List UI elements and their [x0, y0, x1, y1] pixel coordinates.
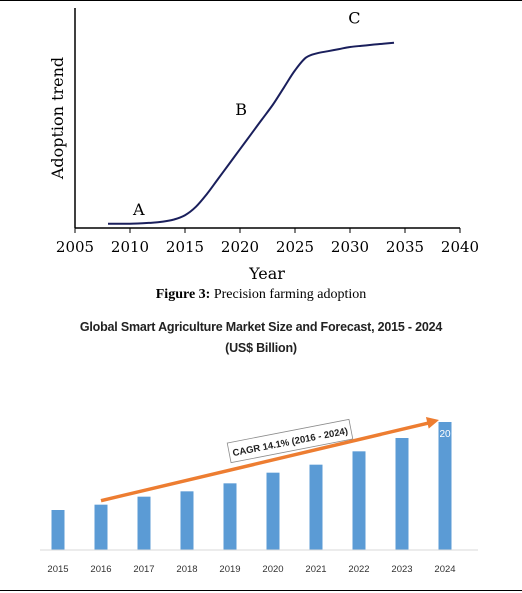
- cagr-box: [226, 418, 354, 464]
- x-tick-label: 2021: [305, 564, 326, 575]
- market-chart-subtitle: (US$ Billion): [225, 341, 297, 355]
- cagr-arrow-head: [425, 416, 439, 429]
- figure-caption-label: Figure 3:: [155, 287, 211, 302]
- x-tick-label: 2015: [47, 564, 68, 575]
- x-tick-label: 2023: [391, 564, 412, 575]
- x-tick-label: 2040: [441, 238, 479, 256]
- x-tick-label: 2010: [111, 238, 149, 256]
- bar-2015: [51, 510, 65, 550]
- bar-2019: [223, 483, 237, 550]
- bar-2020: [266, 472, 280, 550]
- x-tick-label: 2020: [221, 238, 259, 256]
- adoption-curve-line: [107, 41, 395, 225]
- bar-2016: [94, 504, 108, 550]
- x-tick-label: 2016: [90, 564, 111, 575]
- adoption-trend-chart: 2005 2010 2015 2020 2025 2030 2035 2040 A B C Yea…: [48, 8, 479, 283]
- bar-2021: [309, 464, 323, 550]
- x-tick-label: 2018: [176, 564, 197, 575]
- x-tick-label: 2022: [348, 564, 369, 575]
- x-tick-label: 2017: [133, 564, 154, 575]
- annotation-a: A: [132, 200, 145, 219]
- annotation-c: C: [348, 9, 360, 28]
- x-tick-label: 2025: [276, 238, 314, 256]
- x-axis-label: Year: [248, 264, 285, 283]
- market-size-chart: 2015 2016 2017 2018 2019 2020 2021 2022 2023 2024…: [40, 416, 478, 575]
- x-tick-label: 2024: [434, 564, 455, 575]
- bar-2023: [395, 438, 409, 550]
- figure-caption-text: Precision farming adoption: [210, 287, 367, 302]
- top-border: [0, 0, 522, 1]
- y-axis-label: Adoption trend: [48, 57, 67, 180]
- bar-2018: [180, 491, 194, 550]
- x-tick-label: 2035: [386, 238, 424, 256]
- figure-caption: Figure 3: Precision farming adoption: [0, 287, 522, 303]
- x-tick-label: 2005: [56, 238, 94, 256]
- bar-2022: [352, 451, 366, 550]
- bar-2017: [137, 496, 151, 550]
- x-tick-label: 2015: [166, 238, 204, 256]
- bar-2024: [438, 422, 452, 550]
- bottom-border: [0, 590, 522, 591]
- market-chart-title: Global Smart Agriculture Market Size and…: [79, 320, 443, 334]
- annotation-b: B: [235, 100, 247, 119]
- data-label-2024: 20: [439, 429, 451, 440]
- x-tick-label: 2019: [219, 564, 240, 575]
- x-tick-label: 2020: [262, 564, 283, 575]
- x-tick-label: 2030: [331, 238, 369, 256]
- cagr-arrow-shaft: [100, 420, 432, 503]
